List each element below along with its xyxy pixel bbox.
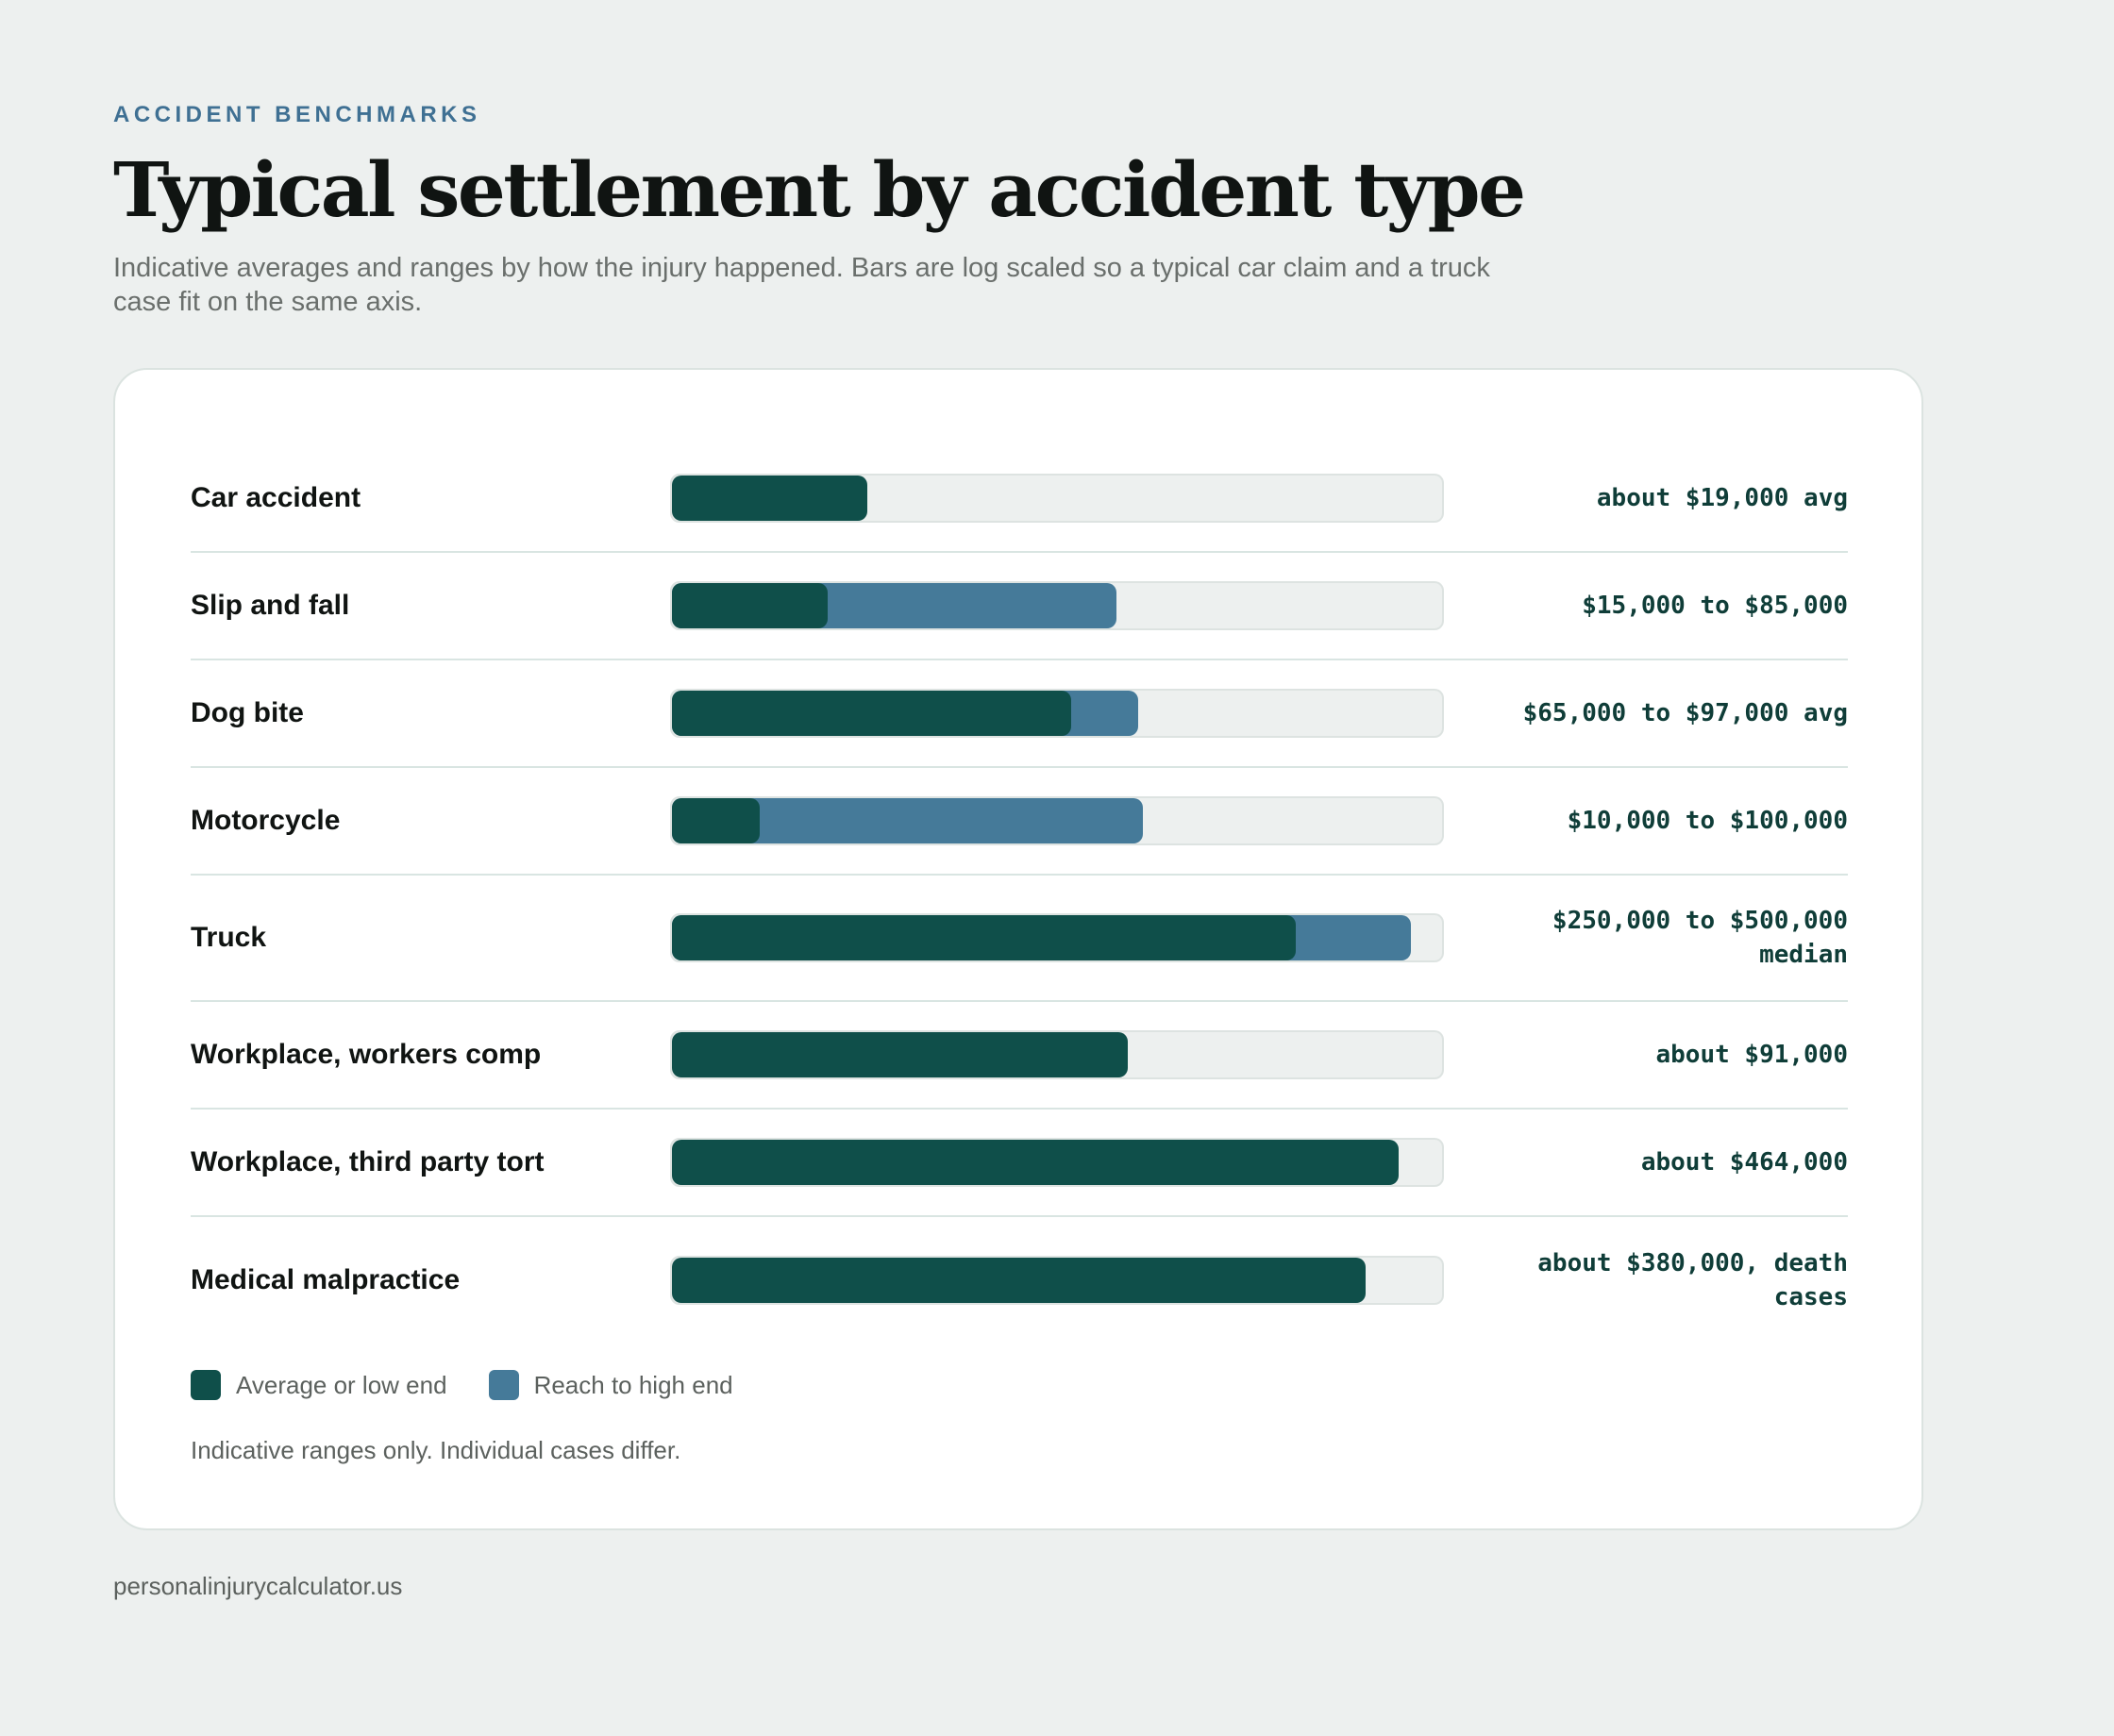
bar-track [670,689,1444,738]
bar-base-value [672,583,828,628]
legend-item-base: Average or low end [191,1370,447,1400]
legend-swatch-high [488,1370,519,1400]
bar-track [670,1256,1444,1305]
value-label: $250,000 to $500,000 median [1552,907,1848,969]
page-title: Typical settlement by accident type [113,145,1526,234]
source-credit: personalinjurycalculator.us [113,1572,403,1600]
bar-track [670,796,1444,845]
chart-row: Truck $250,000 to $500,000 median [191,876,1848,1002]
bar-track [670,1138,1444,1187]
legend-label-base: Average or low end [236,1370,447,1399]
bar-base-value [672,476,867,521]
bar-base-value [672,1032,1128,1077]
value-label: about $464,000 [1640,1148,1848,1177]
bar-track [670,581,1444,630]
bar-base-value [672,915,1296,960]
value-label: about $91,000 [1655,1041,1849,1069]
bar-base-value [672,1258,1366,1303]
chart-rows: Car accident about $19,000 avg Slip and fa… [191,445,1848,1344]
bar-track [670,913,1444,962]
category-label: Workplace, third party tort [191,1146,545,1177]
category-label: Workplace, workers comp [191,1039,542,1070]
chart-row: Slip and fall $15,000 to $85,000 [191,553,1848,660]
category-label: Truck [191,922,267,953]
bar-track [670,1030,1444,1079]
chart-row: Workplace, workers comp about $91,000 [191,1002,1848,1110]
bar-base-value [672,798,761,843]
chart-row: Motorcycle $10,000 to $100,000 [191,768,1848,876]
chart-footnote: Indicative ranges only. Individual cases… [191,1436,681,1464]
category-label: Medical malpractice [191,1264,461,1295]
eyebrow-label: ACCIDENT BENCHMARKS [113,102,481,127]
bar-base-value [672,691,1072,736]
category-label: Dog bite [191,697,304,728]
chart-card: Car accident about $19,000 avg Slip and fa… [113,368,1923,1530]
chart-row: Workplace, third party tort about $464,00… [191,1110,1848,1217]
category-label: Car accident [191,482,361,513]
value-label: about $380,000, death cases [1537,1249,1848,1311]
bar-base-value [672,1140,1399,1185]
legend-swatch-base [191,1370,221,1400]
category-label: Motorcycle [191,805,341,836]
bar-track [670,474,1444,523]
value-label: $15,000 to $85,000 [1582,592,1848,620]
value-label: about $19,000 avg [1596,484,1848,512]
chart-row: Car accident about $19,000 avg [191,445,1848,553]
chart-legend: Average or low end Reach to high end [191,1370,775,1400]
chart-row: Medical malpractice about $380,000, death… [191,1217,1848,1344]
category-label: Slip and fall [191,590,350,621]
page-subtitle: Indicative averages and ranges by how th… [113,253,1490,317]
chart-row: Dog bite $65,000 to $97,000 avg [191,660,1848,768]
legend-label-high: Reach to high end [533,1370,733,1399]
value-label: $65,000 to $97,000 avg [1522,699,1848,727]
legend-item-high: Reach to high end [488,1370,733,1400]
value-label: $10,000 to $100,000 [1567,807,1848,835]
